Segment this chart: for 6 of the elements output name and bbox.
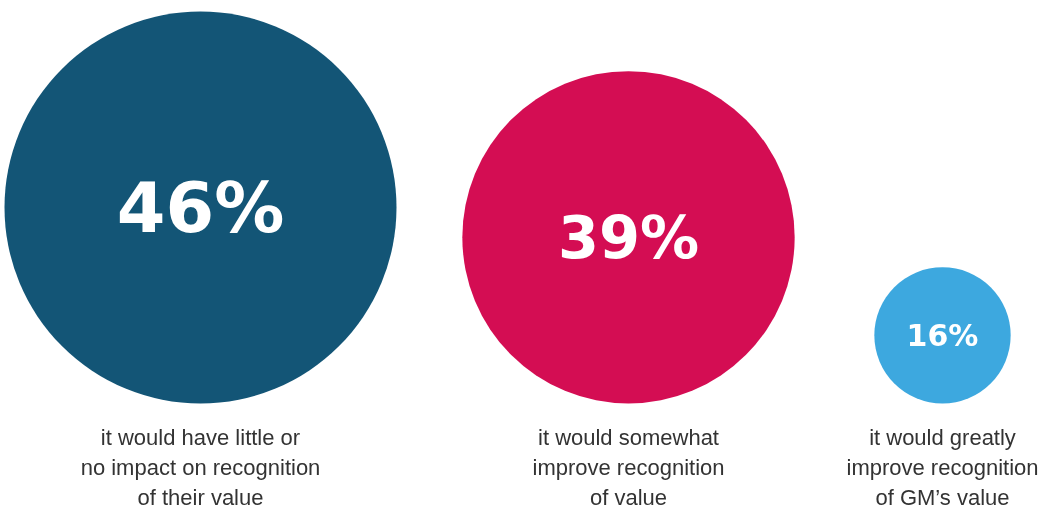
- data-label: 16%: [906, 317, 979, 353]
- category-label: it would somewhat improve recognition of value: [532, 425, 725, 510]
- data-label: 39%: [557, 202, 700, 272]
- category-label: it would have little or no impact on recognition of their value: [80, 425, 321, 510]
- category-label: it would greatly improve recognition of GM’s value: [846, 425, 1039, 510]
- data-label: 46%: [116, 166, 285, 249]
